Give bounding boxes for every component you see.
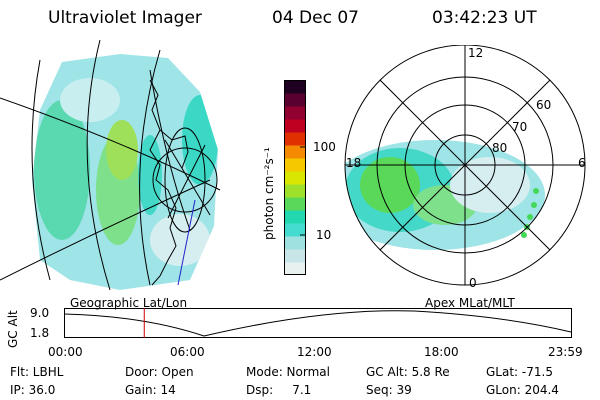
colorbar-band: [284, 119, 306, 133]
timeline-x-tick-2: 12:00: [297, 345, 332, 359]
date-label: 04 Dec 07: [272, 8, 359, 28]
instrument-title: Ultraviolet Imager: [48, 8, 202, 28]
colorbar-band: [284, 171, 306, 185]
timeline-x-tick-0: 00:00: [48, 345, 83, 359]
time-label: 03:42:23 UT: [432, 8, 537, 28]
status-ip: IP: 36.0: [10, 383, 56, 397]
status-gc-alt: GC Alt: 5.8 Re: [366, 365, 450, 379]
colorbar-band: [284, 93, 306, 107]
colorbar-band: [284, 132, 306, 146]
geographic-caption: Geographic Lat/Lon: [70, 296, 188, 310]
status-dsp: Dsp: 7.1: [246, 383, 312, 397]
colorbar: [284, 80, 306, 275]
timeline-y-label: GC Alt: [6, 310, 20, 348]
colorbar-band: [284, 236, 306, 250]
timeline-x-tick-1: 06:00: [170, 345, 205, 359]
status-filter: Flt: LBHL: [10, 365, 64, 379]
status-seq: Seq: 39: [366, 383, 412, 397]
timeline-y-tick-min: 1.8: [30, 326, 50, 340]
status-glat: GLat: -71.5: [486, 365, 553, 379]
timeline-x-tick-3: 18:00: [424, 345, 459, 359]
colorbar-band: [284, 106, 306, 120]
status-mode: Mode: Normal: [246, 365, 330, 379]
colorbar-band: [284, 262, 306, 275]
mlt-label-6: 6: [578, 156, 586, 170]
timeline-x-tick-4: 23:59: [548, 345, 583, 359]
geographic-image: [0, 40, 221, 290]
colorbar-band: [284, 210, 306, 224]
colorbar-band: [284, 145, 306, 159]
timeline-plot: [64, 308, 572, 338]
colorbar-band: [284, 249, 306, 263]
apex-caption: Apex MLat/MLT: [425, 296, 515, 310]
lat-label-70: 70: [512, 120, 528, 134]
colorbar-tick-10: 10: [316, 228, 332, 242]
lat-label-60: 60: [536, 98, 552, 112]
colorbar-band: [284, 158, 306, 172]
colorbar-band: [284, 197, 306, 211]
colorbar-band: [284, 223, 306, 237]
polar-plot: [344, 45, 586, 286]
colorbar-tick-100: 100: [313, 140, 336, 154]
status-glon: GLon: 204.4: [486, 383, 559, 397]
timeline-y-tick-max: 9.0: [30, 306, 50, 320]
colorbar-band: [284, 184, 306, 198]
mlt-label-18: 18: [346, 156, 362, 170]
status-gain: Gain: 14: [125, 383, 176, 397]
lat-label-80: 80: [492, 141, 508, 155]
status-door: Door: Open: [125, 365, 194, 379]
mlt-label-12: 12: [468, 46, 484, 60]
colorbar-unit-label: photon cm⁻²s⁻¹: [262, 147, 276, 240]
mlt-label-0: 0: [469, 276, 477, 290]
colorbar-band: [284, 80, 306, 94]
